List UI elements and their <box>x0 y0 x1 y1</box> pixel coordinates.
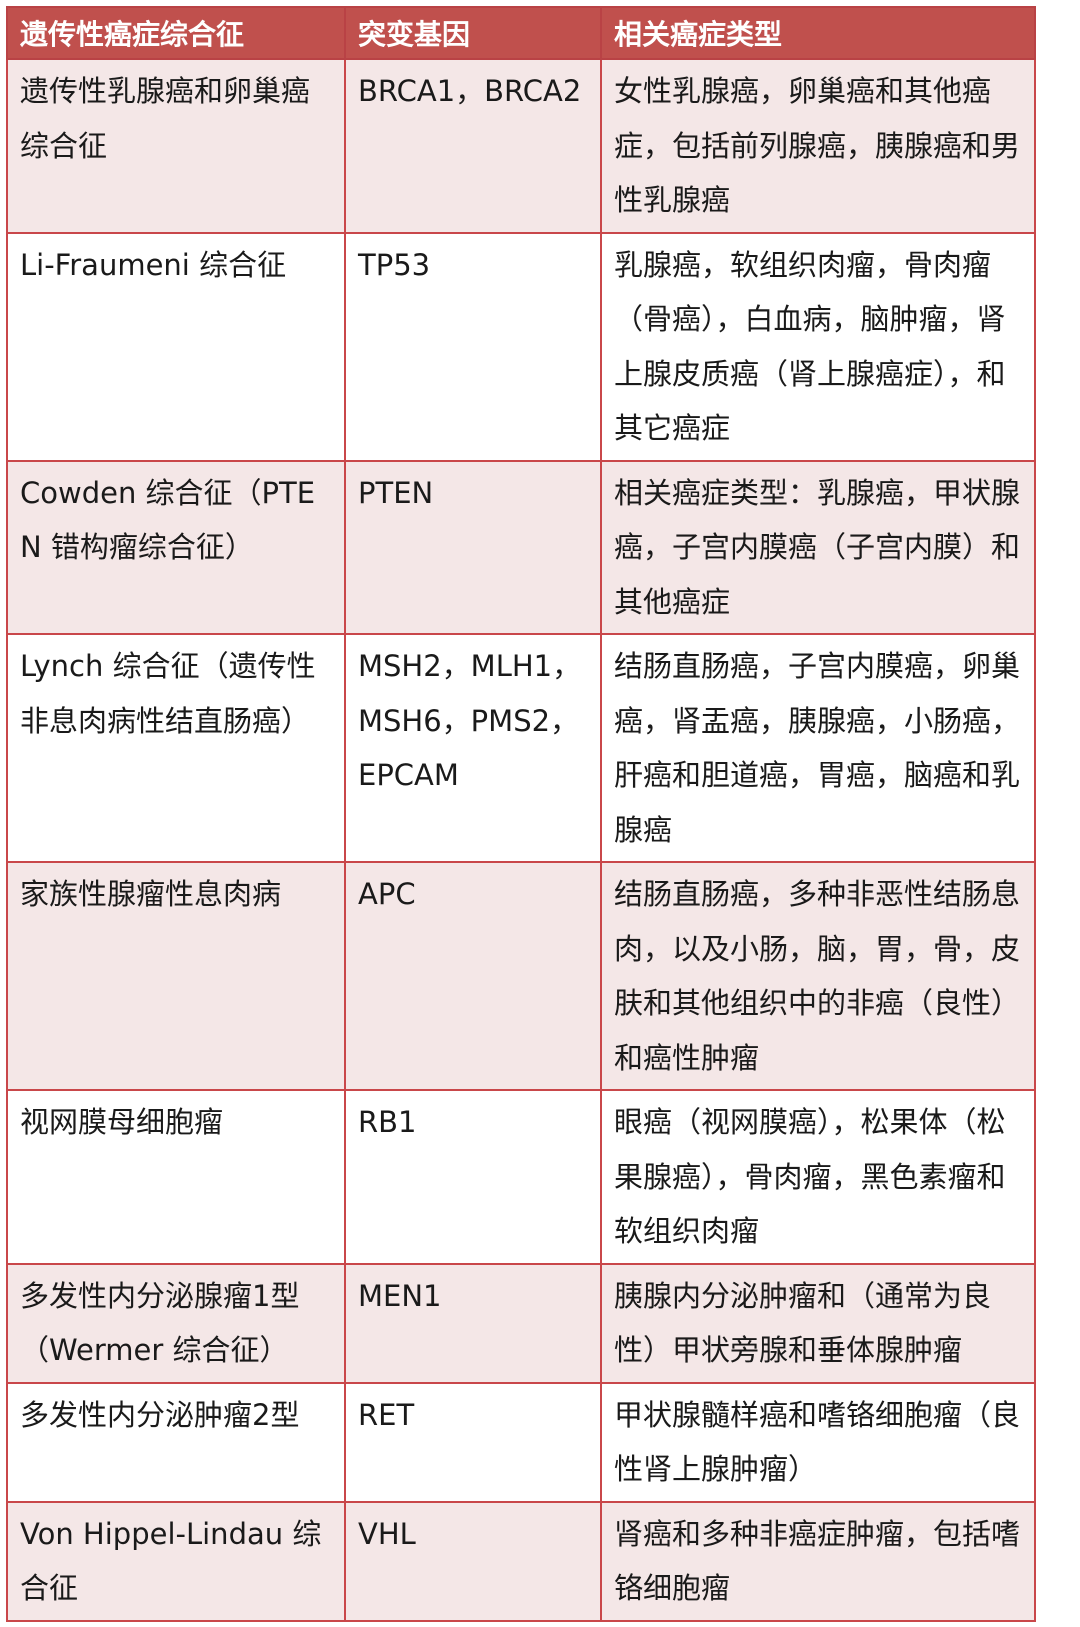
header-syndrome: 遗传性癌症综合征 <box>6 6 346 60</box>
cell-syndrome: 视网膜母细胞瘤 <box>6 1089 346 1265</box>
cell-gene: RET <box>344 1381 602 1503</box>
cell-syndrome: 家族性腺瘤性息肉病 <box>6 861 346 1091</box>
cell-cancers: 结肠直肠癌，多种非恶性结肠息肉，以及小肠，脑，胃，骨，皮肤和其他组织中的非癌（良… <box>600 861 1036 1091</box>
table-row: 多发性内分泌腺瘤1型（Wermer 综合征） MEN1 胰腺内分泌肿瘤和（通常为良性… <box>6 1262 1036 1384</box>
table-row: 多发性内分泌肿瘤2型 RET 甲状腺髓样癌和嗜铬细胞瘤（良性肾上腺肿瘤） <box>6 1381 1036 1503</box>
cell-gene: MSH2，MLH1，MSH6，PMS2，EPCAM <box>344 633 602 863</box>
table-row: 视网膜母细胞瘤 RB1 眼癌（视网膜癌），松果体（松果腺癌），骨肉瘤，黑色素瘤和软组… <box>6 1089 1036 1265</box>
cell-syndrome: Lynch 综合征（遗传性非息肉病性结直肠癌） <box>6 633 346 863</box>
cell-gene: MEN1 <box>344 1262 602 1384</box>
cell-gene: RB1 <box>344 1089 602 1265</box>
cell-gene: TP53 <box>344 231 602 462</box>
header-cancers: 相关癌症类型 <box>600 6 1036 60</box>
cell-cancers: 肾癌和多种非癌症肿瘤，包括嗜铬细胞瘤 <box>600 1500 1036 1622</box>
cell-syndrome: 多发性内分泌肿瘤2型 <box>6 1381 346 1503</box>
table-row: Von Hippel-Lindau 综合征 VHL 肾癌和多种非癌症肿瘤，包括嗜铬细… <box>6 1500 1036 1622</box>
cell-cancers: 乳腺癌，软组织肉瘤，骨肉瘤（骨癌），白血病，脑肿瘤，肾上腺皮质癌（肾上腺癌症），… <box>600 231 1036 462</box>
cell-cancers: 结肠直肠癌，子宫内膜癌，卵巢癌，肾盂癌，胰腺癌，小肠癌，肝癌和胆道癌，胃癌，脑癌… <box>600 633 1036 863</box>
cell-syndrome: 遗传性乳腺癌和卵巢癌综合征 <box>6 58 346 234</box>
cell-cancers: 眼癌（视网膜癌），松果体（松果腺癌），骨肉瘤，黑色素瘤和软组织肉瘤 <box>600 1089 1036 1265</box>
cell-syndrome: 多发性内分泌腺瘤1型（Wermer 综合征） <box>6 1262 346 1384</box>
cell-cancers: 胰腺内分泌肿瘤和（通常为良性）甲状旁腺和垂体腺肿瘤 <box>600 1262 1036 1384</box>
cell-syndrome: Von Hippel-Lindau 综合征 <box>6 1500 346 1622</box>
cell-gene: VHL <box>344 1500 602 1622</box>
header-row: 遗传性癌症综合征 突变基因 相关癌症类型 <box>6 6 1036 60</box>
header-gene: 突变基因 <box>344 6 602 60</box>
table-row: 家族性腺瘤性息肉病 APC 结肠直肠癌，多种非恶性结肠息肉，以及小肠，脑，胃，骨，皮… <box>6 861 1036 1091</box>
cell-syndrome: Cowden 综合征（PTEN 错构瘤综合征） <box>6 459 346 635</box>
table-row: Lynch 综合征（遗传性非息肉病性结直肠癌） MSH2，MLH1，MSH6，PM… <box>6 633 1036 863</box>
hereditary-cancer-table: 遗传性癌症综合征 突变基因 相关癌症类型 遗传性乳腺癌和卵巢癌综合征 BRCA1，… <box>6 6 1036 1622</box>
table-row: Cowden 综合征（PTEN 错构瘤综合征） PTEN 相关癌症类型：乳腺癌，甲状… <box>6 459 1036 635</box>
cell-cancers: 甲状腺髓样癌和嗜铬细胞瘤（良性肾上腺肿瘤） <box>600 1381 1036 1503</box>
cell-cancers: 相关癌症类型：乳腺癌，甲状腺癌，子宫内膜癌（子宫内膜）和其他癌症 <box>600 459 1036 635</box>
cell-cancers: 女性乳腺癌，卵巢癌和其他癌症，包括前列腺癌，胰腺癌和男性乳腺癌 <box>600 58 1036 234</box>
table-row: 遗传性乳腺癌和卵巢癌综合征 BRCA1，BRCA2 女性乳腺癌，卵巢癌和其他癌症，包… <box>6 58 1036 234</box>
cell-gene: BRCA1，BRCA2 <box>344 58 602 234</box>
cell-gene: PTEN <box>344 459 602 635</box>
cell-syndrome: Li-Fraumeni 综合征 <box>6 231 346 462</box>
table-row: Li-Fraumeni 综合征 TP53 乳腺癌，软组织肉瘤，骨肉瘤（骨癌），白血病… <box>6 231 1036 462</box>
cell-gene: APC <box>344 861 602 1091</box>
